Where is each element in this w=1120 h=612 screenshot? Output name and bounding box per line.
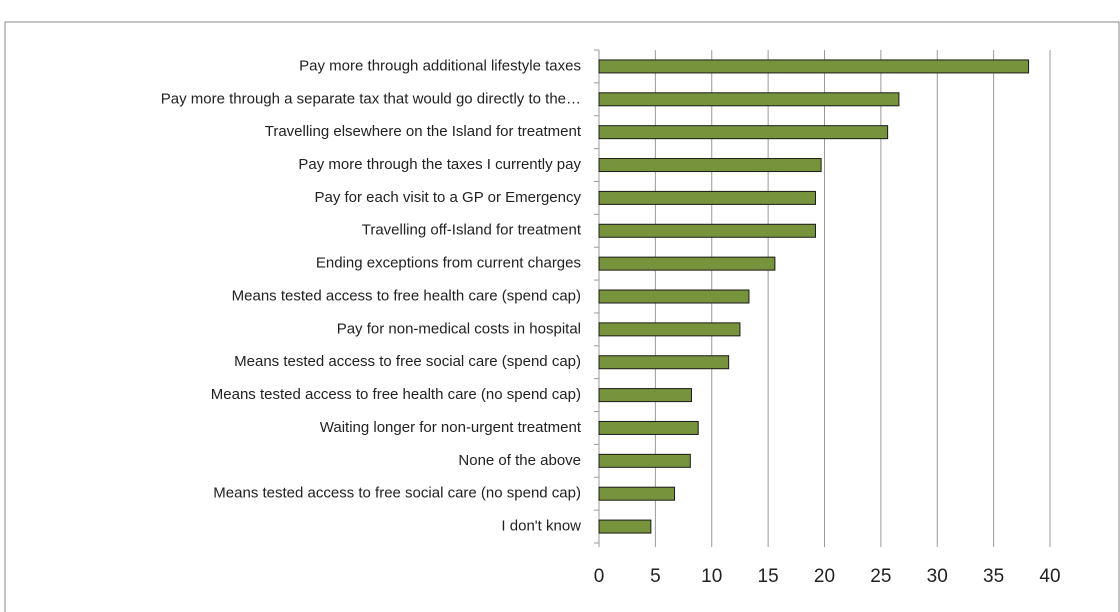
y-tick-label: I don't know <box>501 518 581 535</box>
y-tick-label: Waiting longer for non-urgent treatment <box>320 419 582 436</box>
y-tick-label: Travelling off-Island for treatment <box>362 222 582 239</box>
bar <box>598 519 652 534</box>
x-tick-label: 35 <box>983 566 1004 587</box>
y-tick-label: Pay more through a separate tax that wou… <box>161 90 581 107</box>
bar <box>598 158 822 173</box>
bar <box>598 125 889 140</box>
bar <box>598 486 676 501</box>
bar <box>598 355 730 370</box>
bar <box>598 223 816 238</box>
x-tick-label: 5 <box>650 566 661 587</box>
x-tick-label: 25 <box>870 566 891 587</box>
x-tick-label: 0 <box>594 566 605 587</box>
y-tick-label: Ending exceptions from current charges <box>316 255 581 272</box>
y-tick-label: Pay more through additional lifestyle ta… <box>299 57 581 74</box>
y-tick-label: Travelling elsewhere on the Island for t… <box>265 123 582 140</box>
bar <box>598 453 691 468</box>
y-tick-label: Means tested access to free health care … <box>211 386 581 403</box>
y-tick-label: None of the above <box>458 452 581 469</box>
y-tick-label: Means tested access to free social care … <box>213 485 581 502</box>
bar <box>598 289 750 304</box>
bar <box>598 190 816 205</box>
bar <box>598 388 692 403</box>
bar <box>598 59 1030 74</box>
bar <box>598 322 741 337</box>
x-tick-label: 30 <box>927 566 948 587</box>
x-tick-label: 20 <box>814 566 835 587</box>
bar <box>598 256 776 271</box>
y-tick-label: Means tested access to free health care … <box>232 287 581 304</box>
chart-border <box>4 21 1120 612</box>
y-tick-label: Pay more through the taxes I currently p… <box>298 156 581 173</box>
x-tick-label: 15 <box>758 566 779 587</box>
x-tick-label: 40 <box>1039 566 1060 587</box>
y-tick-label: Pay for non-medical costs in hospital <box>337 320 581 337</box>
y-tick-label: Means tested access to free social care … <box>234 353 581 370</box>
x-tick-label: 10 <box>701 566 722 587</box>
bar <box>598 420 699 435</box>
bar <box>598 92 900 107</box>
y-tick-label: Pay for each visit to a GP or Emergency <box>314 189 581 206</box>
